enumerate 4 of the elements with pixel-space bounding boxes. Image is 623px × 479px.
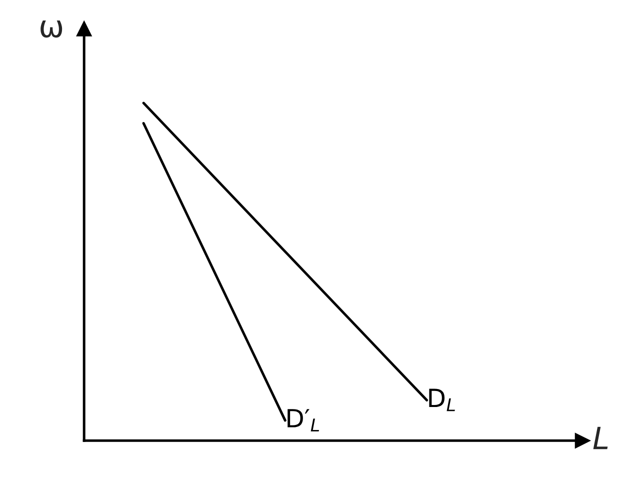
series-label: D$_{L}$: [429, 388, 455, 412]
x-axis-title: L: [593, 426, 608, 450]
series-label: D′$_{L}$: [288, 409, 320, 432]
y-axis-title: ω: [40, 20, 62, 38]
